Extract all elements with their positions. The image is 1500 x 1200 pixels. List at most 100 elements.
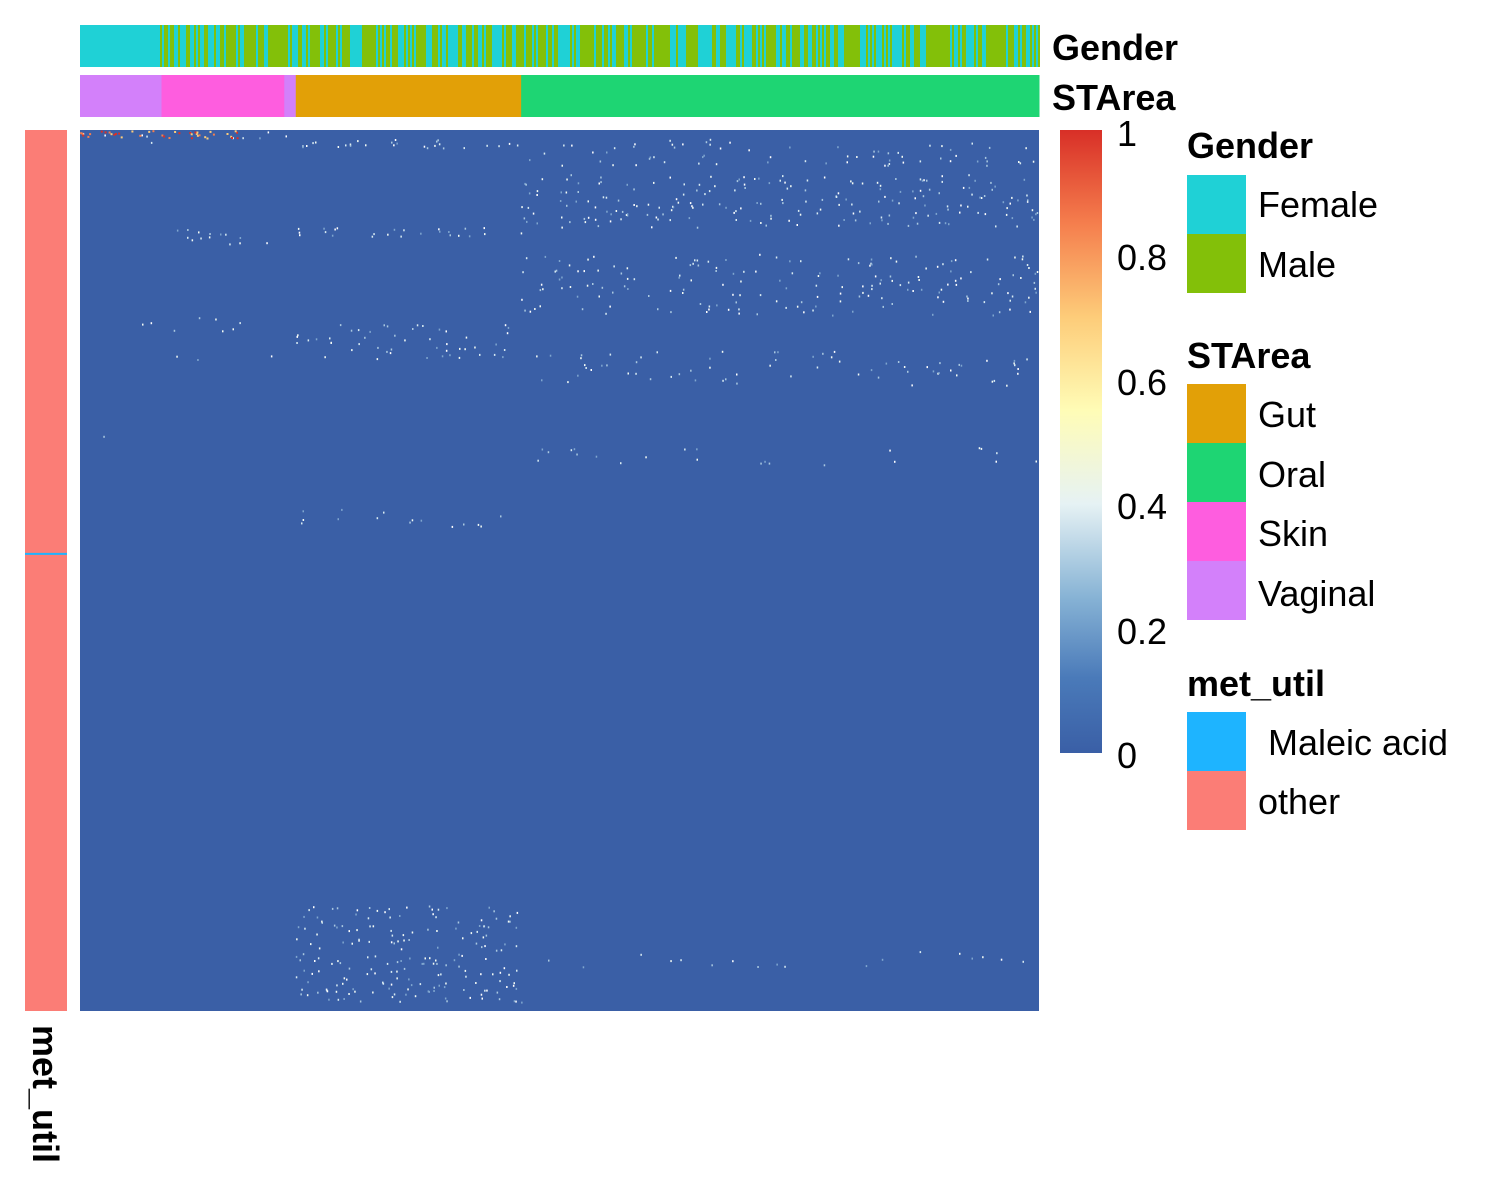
heatmap-cell [921, 179, 924, 182]
gender-segment [574, 25, 576, 67]
heatmap-cell [942, 300, 945, 303]
heatmap-cell [341, 508, 343, 511]
heatmap-cell [582, 966, 585, 969]
heatmap-cell [888, 214, 891, 217]
heatmap-cell [408, 939, 410, 941]
heatmap-cell [498, 998, 501, 1001]
heatmap-cell [716, 304, 718, 307]
color-scale-tick: 0 [1117, 735, 1137, 776]
gender-segment [314, 25, 316, 67]
heatmap-cell [878, 200, 880, 203]
gender-segment [230, 25, 232, 67]
heatmap-cell [458, 953, 460, 956]
heatmap-cell [108, 131, 111, 134]
heatmap-cell [506, 332, 509, 335]
heatmap-cell [1035, 213, 1037, 216]
heatmap-cell [1011, 295, 1014, 298]
heatmap-cell [919, 178, 922, 181]
heatmap-cell [485, 958, 487, 960]
heatmap-cell [806, 179, 809, 182]
heatmap-cell [760, 202, 762, 205]
heatmap-cell [598, 295, 600, 298]
heatmap-cell [983, 195, 986, 197]
gender-segment [980, 25, 982, 67]
gender-segment [768, 25, 770, 67]
gender-segment [616, 25, 618, 67]
gender-segment [946, 25, 948, 67]
heatmap-cell [232, 328, 234, 331]
heatmap-cell [859, 210, 861, 213]
heatmap-cell [439, 230, 441, 233]
heatmap-cell [389, 916, 391, 919]
heatmap-cell [691, 205, 693, 208]
heatmap-cell [992, 314, 994, 317]
heatmap-cell [89, 133, 92, 136]
heatmap-cell [374, 972, 376, 975]
heatmap-cell [1006, 207, 1008, 210]
heatmap-cell [334, 228, 336, 231]
met-util-segment [25, 130, 67, 1011]
gender-segment [490, 25, 492, 67]
heatmap-cell [698, 162, 700, 165]
gender-segment [856, 25, 858, 67]
heatmap-cell [998, 311, 1001, 314]
heatmap-cell [521, 206, 523, 209]
gender-segment [372, 25, 374, 67]
heatmap-cell [231, 137, 233, 139]
heatmap-cell [790, 375, 792, 378]
heatmap-cell [391, 141, 393, 144]
heatmap-cell [316, 933, 318, 936]
gender-segment [544, 25, 546, 67]
heatmap-cell [861, 182, 864, 185]
heatmap-cell [239, 242, 241, 245]
gender-segment [664, 25, 666, 67]
heatmap-cell [609, 353, 612, 356]
legend-swatch [1187, 502, 1246, 561]
heatmap-cell [420, 232, 422, 235]
gender-segment [600, 25, 602, 67]
gender-segment [220, 25, 222, 67]
gender-annotation-label: Gender [1052, 27, 1178, 68]
heatmap-cell [912, 216, 915, 219]
heatmap-cell [370, 968, 373, 971]
heatmap-cell [306, 145, 308, 147]
heatmap-cell [974, 179, 976, 182]
gender-segment [986, 25, 988, 67]
gender-segment [278, 25, 280, 67]
heatmap-cell [804, 160, 807, 163]
gender-segment [172, 25, 174, 67]
gender-segment [274, 25, 276, 67]
heatmap-cell [508, 973, 510, 976]
heatmap-cell [799, 213, 802, 216]
heatmap-cell [390, 348, 393, 351]
heatmap-cell [612, 164, 614, 167]
heatmap-cell [200, 237, 202, 240]
heatmap-cell [337, 518, 339, 521]
heatmap-cell [898, 202, 900, 205]
heatmap-cell [297, 334, 299, 337]
heatmap-cell [891, 199, 894, 202]
gender-segment [542, 25, 544, 67]
heatmap-cell [941, 145, 943, 148]
heatmap-cell [541, 448, 544, 451]
heatmap-cell [601, 286, 604, 289]
heatmap-cell [846, 161, 848, 164]
heatmap-cell [349, 144, 352, 147]
gender-segment [974, 25, 976, 67]
heatmap-cell [570, 449, 573, 452]
heatmap-cell [487, 926, 490, 929]
heatmap-cell [536, 355, 538, 358]
heatmap-cell [877, 376, 880, 379]
heatmap-cell [285, 135, 287, 138]
heatmap-cell [760, 222, 762, 224]
legend-gender: Gender Female Male [1187, 125, 1378, 293]
gender-segment [874, 25, 876, 67]
heatmap-cell [548, 959, 550, 962]
gender-segment [248, 25, 250, 67]
gender-segment [194, 25, 196, 67]
heatmap-cell [790, 185, 792, 188]
heatmap-cell [142, 323, 144, 326]
gender-segment [254, 25, 256, 67]
gender-segment [300, 25, 302, 67]
heatmap-cell [696, 226, 699, 229]
